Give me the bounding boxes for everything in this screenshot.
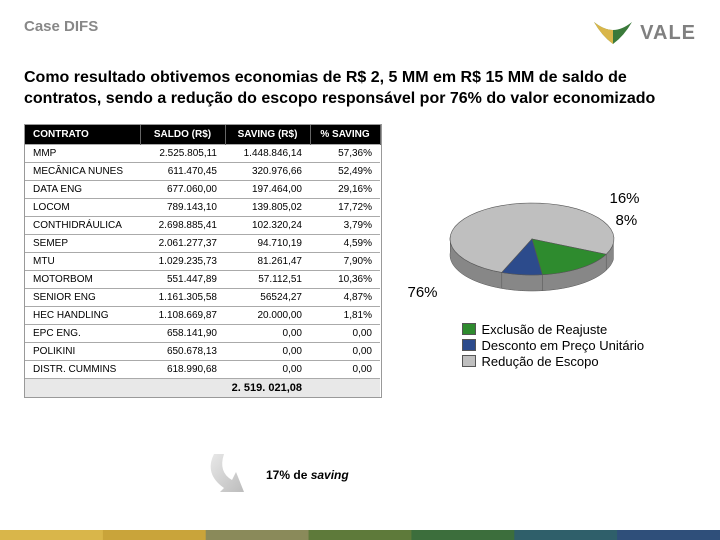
legend-item: Redução de Escopo <box>462 354 682 369</box>
table-header: CONTRATO <box>25 125 140 145</box>
table-row: MMP2.525.805,111.448.846,1457,36% <box>25 144 380 162</box>
table-header: SALDO (R$) <box>140 125 225 145</box>
savings-table: CONTRATOSALDO (R$)SAVING (R$)% SAVING MM… <box>24 124 382 398</box>
legend-item: Exclusão de Reajuste <box>462 322 682 337</box>
legend-swatch <box>462 339 476 351</box>
legend-swatch <box>462 355 476 367</box>
table-total-row: 2. 519. 021,08 <box>25 378 380 397</box>
table-row: CONTHIDRÁULICA2.698.885,41102.320,243,79… <box>25 216 380 234</box>
table-row: EPC ENG.658.141,900,000,00 <box>25 324 380 342</box>
table-row: HEC HANDLING1.108.669,8720.000,001,81% <box>25 306 380 324</box>
table-row: DATA ENG677.060,00197.464,0029,16% <box>25 180 380 198</box>
table-row: DISTR. CUMMINS618.990,680,000,00 <box>25 360 380 378</box>
table-row: MOTORBOM551.447,8957.112,5110,36% <box>25 270 380 288</box>
pie-label-8: 8% <box>616 212 638 229</box>
footer-stripe <box>0 530 720 540</box>
table-header: SAVING (R$) <box>225 125 310 145</box>
header: Case DIFS VALE <box>24 18 696 48</box>
saving-note: 17% de saving <box>200 452 349 498</box>
pie-chart-area: 76% 16% 8% Exclusão de ReajusteDesconto … <box>402 184 682 398</box>
table-row: LOCOM789.143,10139.805,0217,72% <box>25 198 380 216</box>
legend-swatch <box>462 323 476 335</box>
pie-label-16: 16% <box>610 190 640 207</box>
table-total-value: 2. 519. 021,08 <box>25 378 310 397</box>
table-row: POLIKINI650.678,130,000,00 <box>25 342 380 360</box>
table-row: SENIOR ENG1.161.305,5856524,274,87% <box>25 288 380 306</box>
table-header: % SAVING <box>310 125 380 145</box>
table-row: MTU1.029.235,7381.261,477,90% <box>25 252 380 270</box>
curved-arrow-icon <box>200 452 260 498</box>
pie-label-76: 76% <box>408 284 438 301</box>
case-title: Case DIFS <box>24 18 98 35</box>
slide-subtitle: Como resultado obtivemos economias de R$… <box>24 68 694 110</box>
vale-logo: VALE <box>592 18 696 48</box>
legend-item: Desconto em Preço Unitário <box>462 338 682 353</box>
pie-chart: 76% 16% 8% <box>432 184 632 314</box>
saving-note-text: 17% de saving <box>266 468 349 482</box>
vale-logo-icon <box>592 18 634 48</box>
table-row: SEMEP2.061.277,3794.710,194,59% <box>25 234 380 252</box>
pie-legend: Exclusão de ReajusteDesconto em Preço Un… <box>462 322 682 369</box>
table-row: MECÂNICA NUNES611.470,45320.976,6652,49% <box>25 162 380 180</box>
vale-logo-text: VALE <box>640 22 696 45</box>
